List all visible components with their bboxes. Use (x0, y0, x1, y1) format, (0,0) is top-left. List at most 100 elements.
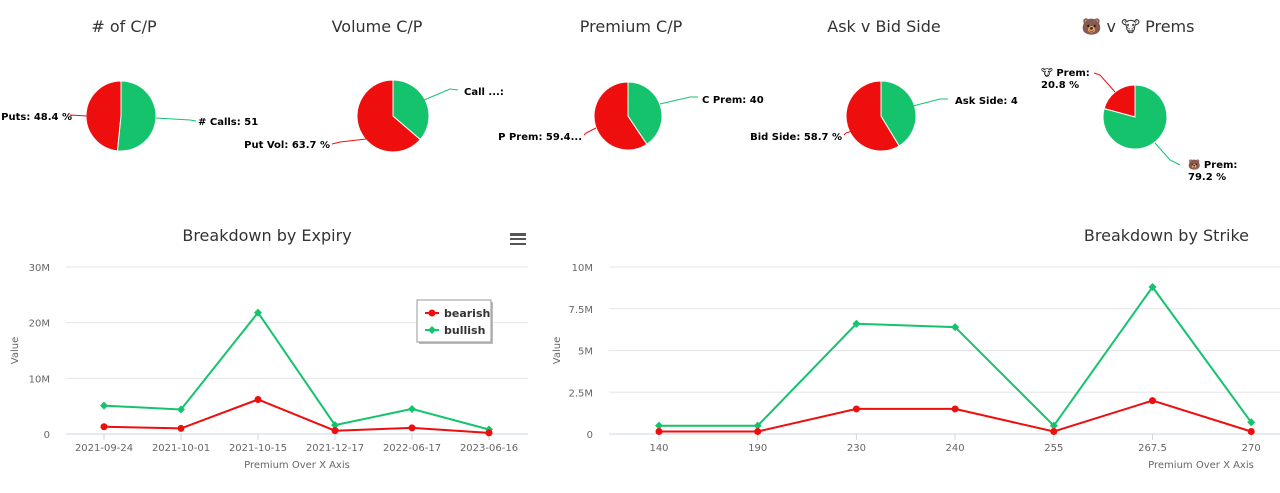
x-tick-label: 270 (1242, 443, 1261, 454)
pie-chart-title: 🐻 v 🐮 Prems (1082, 17, 1195, 36)
pie-slice-label: Call ...: (464, 87, 504, 98)
pie-slice[interactable] (116, 80, 157, 152)
pie-chart-3: Premium C/P P Prem: 59.4... C Prem: 40 (498, 17, 764, 151)
x-tick-label: 2021-10-01 (152, 443, 210, 454)
pie-slice-label: C Prem: 40 (702, 95, 764, 106)
pie-slice[interactable] (627, 81, 663, 145)
data-point-bullish[interactable] (100, 401, 108, 410)
data-point-bearish[interactable] (408, 424, 416, 432)
chart-menu-button[interactable] (510, 232, 526, 246)
x-axis-label: Premium Over X Axis (244, 460, 350, 471)
data-point-bearish[interactable] (655, 427, 663, 435)
y-tick-label: 10M (572, 263, 593, 274)
chart-legend: bearish bullish (416, 299, 493, 344)
y-tick-label: 0 (44, 430, 50, 441)
pie-connector-line (583, 127, 597, 136)
pie-slice[interactable] (356, 79, 422, 153)
x-tick-label: 2022-06-17 (383, 443, 441, 454)
strike-line-chart: Breakdown by Strike 0 2.5M 5M 7.5M 10M Value 14… (552, 226, 1280, 471)
pie-slice-label: 🐻 Prem: 79.2 % (1188, 158, 1237, 183)
data-point-bullish[interactable] (254, 308, 262, 317)
pie-connector-line (1154, 142, 1181, 166)
pie-slice[interactable] (1102, 84, 1168, 150)
data-point-bullish[interactable] (852, 319, 861, 328)
y-tick-label: 20M (29, 319, 50, 330)
data-point-bearish[interactable] (485, 429, 493, 437)
x-tick-label: 255 (1044, 443, 1063, 454)
pie-chart-2: Volume C/P Put Vol: 63.7 % Call ...: (244, 17, 504, 153)
pie-slice-label: Put Vol: 63.7 % (244, 140, 330, 151)
data-point-bearish[interactable] (331, 427, 339, 435)
x-tick-label: 140 (649, 443, 668, 454)
y-axis-label: Value (10, 337, 21, 364)
x-tick-label: 2023-06-16 (460, 443, 518, 454)
data-point-bullish[interactable] (951, 323, 960, 332)
chart-title: Breakdown by Strike (1084, 226, 1249, 245)
pie-connector-line (1093, 72, 1116, 93)
legend-marker (428, 309, 436, 317)
pie-connector-line (331, 137, 376, 145)
x-tick-label: 230 (847, 443, 866, 454)
data-point-bearish[interactable] (177, 424, 185, 432)
expiry-line-chart: Breakdown by Expiry 0 10M 20M 30M Value 2021-0… (10, 226, 528, 471)
x-tick-label: 267.5 (1138, 443, 1167, 454)
pie-slice[interactable] (1103, 84, 1136, 118)
data-point-bullish[interactable] (655, 421, 663, 430)
data-point-bearish[interactable] (1050, 427, 1058, 435)
pie-slice-label: 🐮 Prem: 20.8 % (1041, 67, 1090, 91)
pie-slice[interactable] (85, 80, 122, 152)
pie-connector-line (423, 88, 459, 101)
pie-chart-5: 🐻 v 🐮 Prems 🐮 Prem: 20.8 % 🐻 Prem: 79.2 % (1041, 17, 1237, 183)
data-point-bearish[interactable] (1247, 427, 1255, 435)
y-tick-label: 2.5M (568, 388, 593, 399)
pie-slice-label: P Prem: 59.4... (498, 132, 582, 143)
legend-marker (428, 326, 436, 334)
pie-chart-title: Volume C/P (332, 17, 423, 36)
data-point-bullish[interactable] (1148, 283, 1157, 292)
series-line-bullish (659, 285, 1253, 428)
legend-item-bullish[interactable]: bullish (425, 324, 485, 337)
data-point-bullish[interactable] (753, 421, 762, 430)
pie-connector-line (69, 114, 88, 117)
legend-item-bearish[interactable]: bearish (425, 307, 490, 320)
y-tick-label: 5M (578, 347, 593, 358)
pie-connector-line (659, 96, 698, 105)
y-axis-label: Value (552, 337, 563, 364)
menu-icon (510, 233, 526, 245)
legend-box (416, 299, 492, 343)
x-tick-label: 2021-10-15 (229, 443, 287, 454)
data-point-bearish[interactable] (1149, 397, 1156, 405)
pie-slice-label: Bid Side: 58.7 % (750, 132, 842, 143)
pie-slice-label: # Puts: 48.4 % (0, 112, 72, 123)
pie-chart-1: # of C/P # Puts: 48.4 % # Calls: 51 (0, 17, 258, 152)
data-point-bullish[interactable] (177, 405, 185, 414)
pie-chart-title: Ask v Bid Side (827, 17, 940, 36)
pie-slice-label: # Calls: 51 (198, 117, 258, 128)
pie-chart-title: Premium C/P (580, 17, 683, 36)
chart-title: Breakdown by Expiry (182, 226, 351, 245)
y-tick-label: 0 (587, 430, 593, 441)
data-point-bullish[interactable] (1247, 418, 1256, 427)
data-point-bearish[interactable] (254, 395, 262, 403)
data-point-bearish[interactable] (100, 423, 108, 431)
data-point-bearish[interactable] (754, 427, 762, 435)
data-point-bearish[interactable] (951, 405, 959, 413)
pie-slice[interactable] (392, 79, 430, 141)
data-point-bullish[interactable] (408, 404, 416, 413)
x-tick-label: 2021-09-24 (75, 443, 133, 454)
data-point-bearish[interactable] (852, 405, 860, 413)
pie-connector-line (912, 98, 948, 107)
pie-slice[interactable] (593, 81, 648, 151)
pie-connector-line (155, 117, 197, 122)
pie-chart-4: Ask v Bid Side Bid Side: 58.7 % Ask Side: … (750, 17, 1018, 152)
y-tick-label: 10M (29, 374, 50, 385)
pie-slice[interactable] (845, 80, 900, 152)
series-line-bearish (659, 399, 1252, 433)
pie-charts-row: # of C/P# Puts: 48.4 %# Calls: 51Volume … (0, 17, 1237, 183)
pie-slice[interactable] (880, 80, 917, 147)
data-point-bullish[interactable] (1049, 421, 1058, 430)
series-line-bullish (103, 310, 490, 431)
x-axis-label: Premium Over X Axis (1148, 460, 1254, 471)
data-point-bullish[interactable] (331, 421, 339, 430)
y-tick-label: 30M (29, 263, 50, 274)
